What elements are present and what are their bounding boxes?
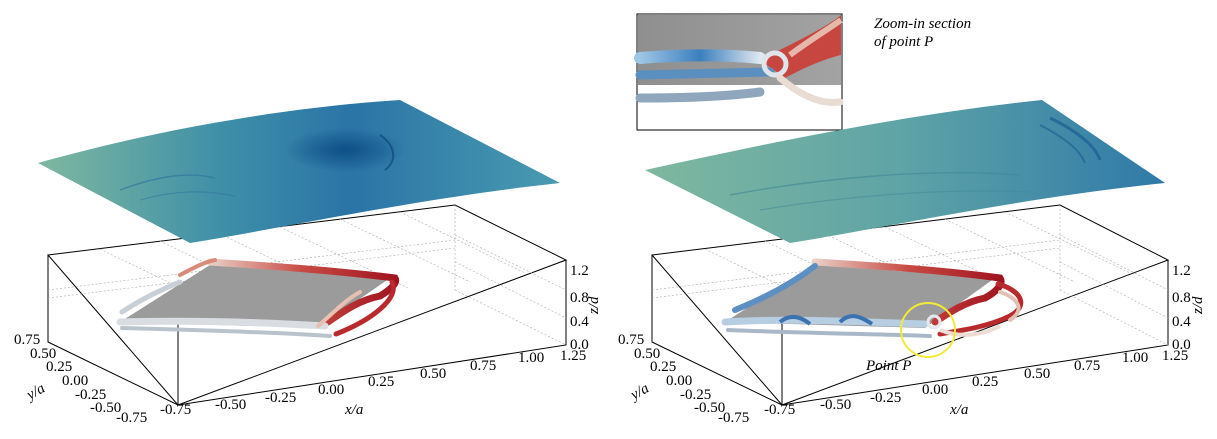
x-tick: 0.50 [1024, 366, 1050, 382]
left-x-axis: -0.75 -0.50 -0.25 0.00 0.25 0.50 0.75 1.… [160, 348, 586, 418]
x-axis-label: x/a [949, 402, 968, 418]
inset-caption: of point P [874, 34, 933, 50]
y-tick: -0.50 [694, 400, 725, 416]
x-tick: -0.25 [870, 390, 901, 406]
x-tick: -0.75 [160, 402, 191, 418]
right-y-axis: 0.75 0.50 0.25 0.00 -0.25 -0.50 -0.75 y/… [618, 332, 749, 426]
right-free-surface [645, 100, 1165, 243]
x-tick: 0.00 [922, 382, 948, 398]
z-tick: 0.0 [570, 337, 589, 353]
x-tick: 1.00 [518, 350, 544, 366]
left-plate-and-vortices [116, 258, 400, 338]
x-tick: 1.00 [1122, 350, 1148, 366]
point-p-label: Point P [865, 358, 911, 374]
y-tick: 0.00 [666, 373, 692, 389]
x-tick: 0.25 [972, 374, 998, 390]
y-tick: -0.25 [680, 387, 711, 403]
y-tick: 0.75 [14, 332, 40, 348]
x-tick: 0.75 [470, 358, 496, 374]
left-z-axis: 0.0 0.4 0.8 1.2 z/d [570, 263, 602, 353]
left-free-surface [38, 100, 560, 243]
left-panel: 0.0 0.4 0.8 1.2 z/d 0.75 0.50 0.25 0.00 … [14, 100, 602, 426]
inset-caption: Zoom-in section [874, 16, 971, 32]
z-axis-label: z/d [586, 296, 602, 315]
x-tick: 0.75 [1074, 358, 1100, 374]
right-plate-and-vortices: Point P [721, 258, 1024, 374]
z-tick: 0.4 [1172, 314, 1191, 330]
x-tick: 0.50 [420, 366, 446, 382]
z-tick: 1.2 [1172, 263, 1191, 279]
x-tick: 1.25 [560, 348, 586, 364]
y-tick: 0.50 [30, 346, 56, 362]
z-tick: 0.8 [1172, 290, 1191, 306]
y-tick: 0.00 [62, 373, 88, 389]
z-tick: 1.2 [570, 263, 589, 279]
x-tick: -0.50 [215, 397, 246, 413]
x-tick: -0.75 [764, 402, 795, 418]
z-tick: 0.8 [570, 290, 589, 306]
x-tick: -0.25 [265, 390, 296, 406]
z-tick: 0.0 [1172, 337, 1191, 353]
x-axis-label: x/a [344, 402, 363, 418]
right-z-axis: 0.0 0.4 0.8 1.2 z/d [1172, 263, 1206, 353]
y-axis-label: y/a [22, 380, 48, 404]
point-p-highlight [900, 302, 956, 358]
y-axis-label: y/a [626, 380, 652, 404]
right-x-axis: -0.75 -0.50 -0.25 0.00 0.25 0.50 0.75 1.… [764, 348, 1188, 418]
y-tick: 0.50 [634, 346, 660, 362]
y-tick: 0.75 [618, 332, 644, 348]
z-axis-label: z/d [1190, 296, 1206, 315]
x-tick: -0.50 [820, 397, 851, 413]
y-tick: -0.75 [718, 410, 749, 426]
x-tick: 0.00 [318, 382, 344, 398]
y-tick: -0.50 [90, 400, 121, 416]
right-panel: Zoom-in section of point P [618, 13, 1206, 426]
x-tick: 1.25 [1162, 348, 1188, 364]
y-tick: -0.75 [116, 410, 147, 426]
y-tick: 0.25 [650, 359, 676, 375]
zoom-inset: Zoom-in section of point P [634, 13, 971, 131]
y-tick: -0.25 [75, 387, 106, 403]
y-tick: 0.25 [46, 359, 72, 375]
z-tick: 0.4 [570, 314, 589, 330]
x-tick: 0.25 [368, 374, 394, 390]
